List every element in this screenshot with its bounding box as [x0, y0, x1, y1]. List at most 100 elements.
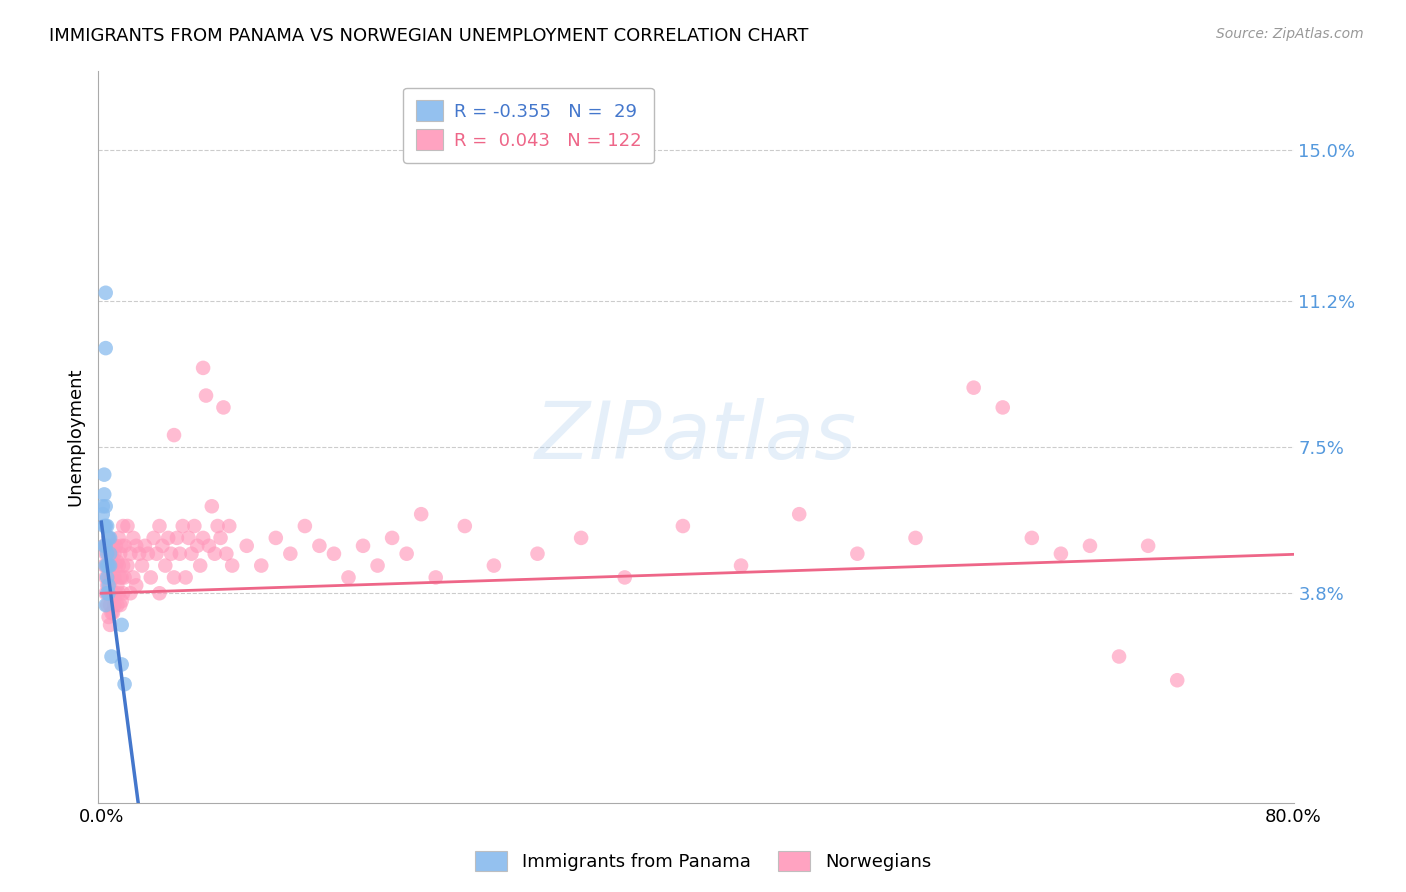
Point: [105, 598, 128, 612]
Point: [613, 570, 636, 584]
Point: [100, 586, 122, 600]
Point: [177, 531, 200, 545]
Point: [98, 618, 121, 632]
Point: [1021, 531, 1043, 545]
Point: [264, 531, 287, 545]
Point: [395, 547, 418, 561]
Point: [111, 657, 134, 672]
Point: [425, 570, 447, 584]
Point: [148, 586, 170, 600]
Point: [172, 519, 194, 533]
Point: [111, 570, 134, 584]
Point: [122, 570, 145, 584]
Point: [198, 539, 221, 553]
Point: [145, 547, 167, 561]
Point: [672, 519, 695, 533]
Point: [103, 547, 125, 561]
Point: [482, 558, 505, 573]
Point: [352, 539, 374, 553]
Point: [157, 531, 180, 545]
Point: [221, 558, 243, 573]
Point: [96, 519, 118, 533]
Point: [101, 606, 124, 620]
Point: [110, 598, 132, 612]
Point: [94, 539, 117, 553]
Point: [94, 285, 117, 300]
Point: [91, 500, 114, 514]
Point: [103, 598, 125, 612]
Point: [155, 558, 177, 573]
Point: [367, 558, 389, 573]
Point: [148, 519, 170, 533]
Point: [93, 558, 115, 573]
Point: [100, 547, 122, 561]
Point: [1108, 649, 1130, 664]
Point: [166, 531, 188, 545]
Point: [183, 519, 205, 533]
Point: [122, 531, 145, 545]
Point: [963, 381, 986, 395]
Point: [96, 547, 118, 561]
Point: [98, 558, 121, 573]
Point: [215, 547, 238, 561]
Point: [93, 467, 115, 482]
Point: [904, 531, 927, 545]
Point: [93, 487, 115, 501]
Point: [163, 570, 186, 584]
Point: [294, 519, 316, 533]
Point: [112, 586, 135, 600]
Point: [112, 558, 135, 573]
Point: [991, 401, 1014, 415]
Point: [104, 539, 127, 553]
Point: [93, 539, 115, 553]
Point: [91, 507, 114, 521]
Point: [160, 547, 183, 561]
Point: [308, 539, 330, 553]
Point: [204, 547, 226, 561]
Point: [114, 677, 136, 691]
Point: [98, 531, 121, 545]
Point: [125, 578, 148, 592]
Point: [125, 539, 148, 553]
Point: [97, 578, 120, 592]
Point: [235, 539, 257, 553]
Point: [846, 547, 869, 561]
Point: [105, 578, 128, 592]
Point: [111, 618, 134, 632]
Point: [105, 555, 128, 569]
Point: [97, 610, 120, 624]
Point: [411, 507, 433, 521]
Point: [103, 570, 125, 584]
Point: [191, 531, 214, 545]
Point: [526, 547, 548, 561]
Point: [96, 578, 118, 592]
Point: [212, 401, 235, 415]
Point: [136, 547, 159, 561]
Point: [337, 570, 360, 584]
Point: [195, 388, 218, 402]
Y-axis label: Unemployment: Unemployment: [66, 368, 84, 507]
Point: [100, 649, 122, 664]
Point: [114, 570, 136, 584]
Point: [207, 519, 229, 533]
Point: [94, 519, 117, 533]
Point: [98, 558, 121, 573]
Point: [101, 558, 124, 573]
Point: [97, 547, 120, 561]
Point: [111, 594, 134, 608]
Point: [98, 547, 121, 561]
Point: [191, 360, 214, 375]
Point: [174, 570, 197, 584]
Point: [97, 570, 120, 584]
Point: [120, 586, 142, 600]
Point: [180, 547, 202, 561]
Point: [94, 558, 117, 573]
Point: [97, 558, 120, 573]
Point: [97, 531, 120, 545]
Legend: Immigrants from Panama, Norwegians: Immigrants from Panama, Norwegians: [468, 844, 938, 879]
Text: IMMIGRANTS FROM PANAMA VS NORWEGIAN UNEMPLOYMENT CORRELATION CHART: IMMIGRANTS FROM PANAMA VS NORWEGIAN UNEM…: [49, 27, 808, 45]
Point: [94, 570, 117, 584]
Point: [96, 558, 118, 573]
Point: [730, 558, 752, 573]
Point: [117, 519, 139, 533]
